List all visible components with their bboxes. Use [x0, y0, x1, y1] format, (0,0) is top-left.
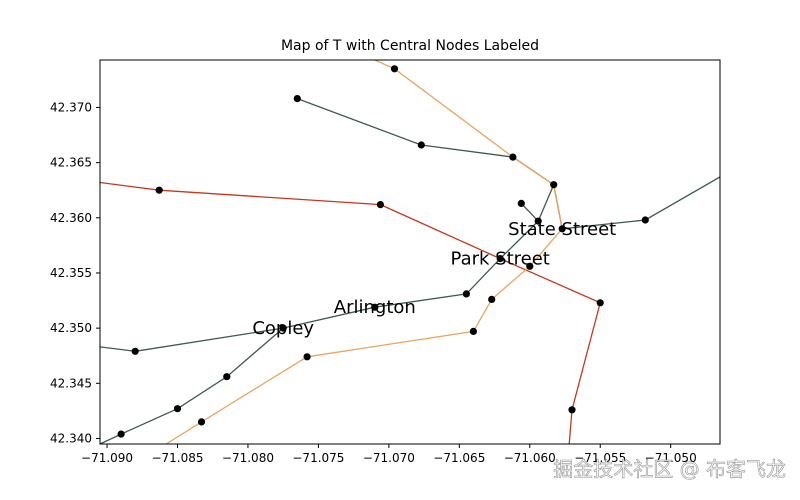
green-line-segment	[100, 184, 555, 352]
x-tick-label: −71.085	[151, 451, 203, 465]
station-node	[509, 153, 517, 161]
central-node-label: Arlington	[334, 297, 416, 318]
station-node	[131, 347, 139, 355]
y-tick-label: 42.365	[50, 156, 92, 170]
y-tick-label: 42.370	[50, 100, 92, 114]
plot-frame	[99, 59, 721, 445]
station-node	[488, 295, 496, 303]
x-tick-label: −71.055	[574, 451, 626, 465]
station-node	[223, 373, 231, 381]
station-node	[496, 255, 504, 263]
station-node	[550, 181, 558, 189]
y-axis: 42.340 42.345 42.350 42.355 42.360 42.365 42.3…	[50, 100, 100, 445]
central-node-label: State Street	[508, 219, 616, 240]
y-tick-label: 42.340	[50, 431, 92, 445]
green-line-segment	[100, 327, 284, 444]
station-node	[641, 216, 649, 224]
y-tick-label: 42.350	[50, 321, 92, 335]
station-node	[155, 186, 163, 194]
central-node-label: Park Street	[451, 249, 550, 270]
station-node	[376, 201, 384, 209]
x-tick-label: −71.080	[222, 451, 274, 465]
station-node	[534, 217, 542, 225]
x-tick-label: −71.070	[363, 451, 415, 465]
x-tick-label: −71.060	[504, 451, 556, 465]
station-node	[462, 290, 470, 298]
station-node	[390, 65, 399, 73]
station-node	[526, 262, 534, 270]
y-tick-label: 42.360	[50, 211, 92, 225]
station-node	[197, 418, 206, 426]
station-node	[558, 225, 566, 233]
plot-labels: State Street Park Street Arlington Copley	[252, 219, 616, 339]
station-node	[517, 199, 525, 207]
watermark: 掘金技术社区 @ 布客飞龙	[553, 457, 786, 481]
x-tick-label: −71.050	[645, 451, 697, 465]
y-tick-label: 42.355	[50, 266, 92, 280]
station-node	[417, 141, 425, 149]
x-tick-label: −71.065	[433, 451, 485, 465]
green-line-segment	[520, 202, 539, 222]
station-node	[469, 327, 477, 335]
station-node	[568, 406, 576, 414]
x-tick-label: −71.075	[292, 451, 344, 465]
plot-nodes	[117, 65, 649, 438]
x-tick-label: −71.090	[81, 451, 133, 465]
chart-title: Map of T with Central Nodes Labeled	[281, 38, 539, 54]
central-node-label: Copley	[252, 318, 314, 339]
x-axis: −71.090 −71.085 −71.080 −71.075 −71.070 −71.0…	[81, 444, 697, 465]
station-node	[596, 299, 604, 307]
station-node	[371, 303, 379, 311]
station-node	[117, 430, 125, 438]
station-node	[303, 353, 311, 361]
station-node	[279, 324, 287, 332]
station-node	[293, 95, 301, 103]
station-node	[173, 405, 182, 413]
y-tick-label: 42.345	[50, 376, 92, 390]
plot-lines	[100, 60, 720, 444]
